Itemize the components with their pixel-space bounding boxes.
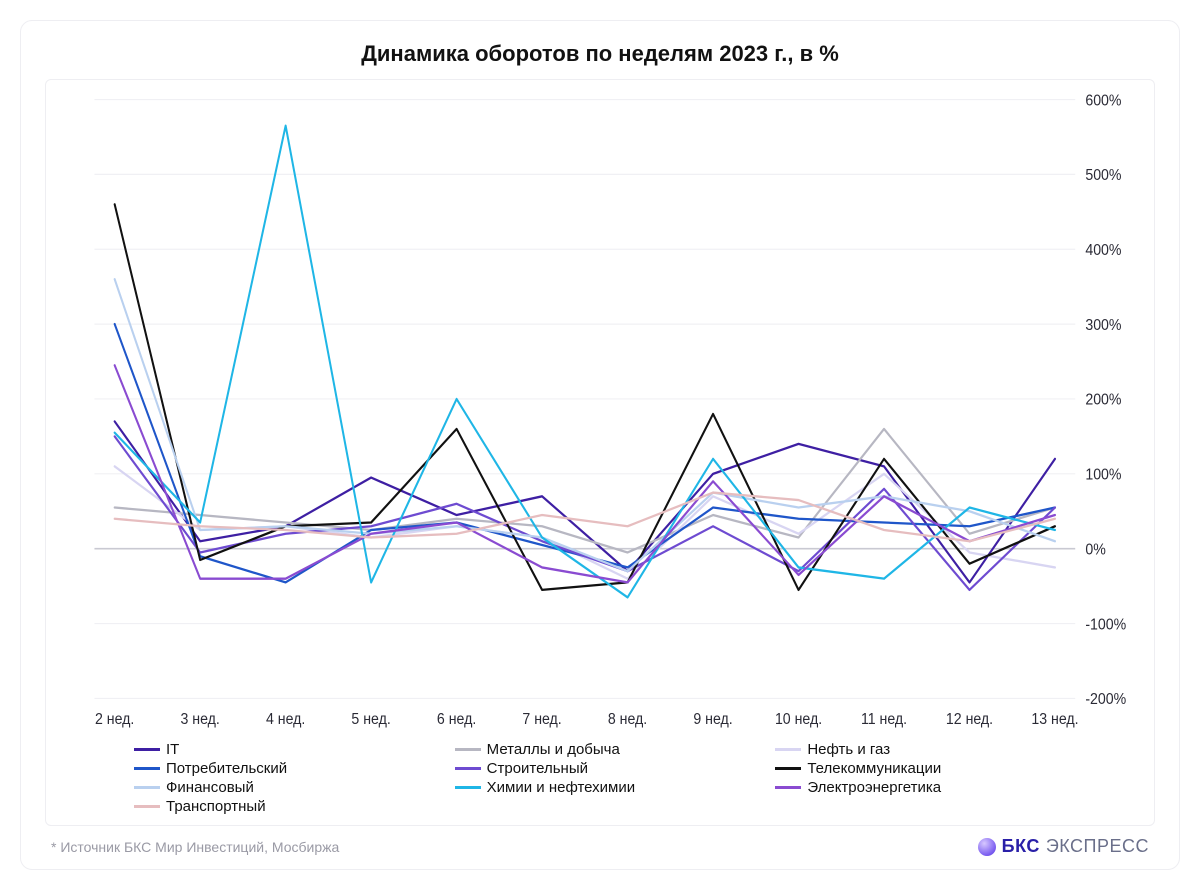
- legend-swatch: [134, 805, 160, 808]
- legend-swatch: [455, 748, 481, 751]
- svg-text:6 нед.: 6 нед.: [437, 710, 476, 728]
- svg-text:8 нед.: 8 нед.: [608, 710, 647, 728]
- legend-label: Электроэнергетика: [807, 779, 941, 796]
- legend-swatch: [775, 748, 801, 751]
- chart-area: -200% -100% 0% 100% 200% 300% 400% 500% 600% 2 не…: [54, 88, 1146, 733]
- svg-text:200%: 200%: [1085, 391, 1121, 409]
- legend-item: Потребительский: [134, 760, 445, 777]
- chart-card: Динамика оборотов по неделям 2023 г., в …: [20, 20, 1180, 870]
- series-line: [115, 324, 1055, 582]
- legend-item: Финансовый: [134, 779, 445, 796]
- legend-swatch: [455, 767, 481, 770]
- legend-item: IT: [134, 741, 445, 758]
- legend-label: Нефть и газ: [807, 741, 890, 758]
- legend-label: Потребительский: [166, 760, 287, 777]
- legend-swatch: [134, 786, 160, 789]
- series-line: [115, 466, 1055, 578]
- legend: IT Металлы и добыча Нефть и газ Потребитель…: [54, 733, 1146, 819]
- legend-swatch: [455, 786, 481, 789]
- series-line: [115, 279, 1055, 571]
- chart-title: Динамика оборотов по неделям 2023 г., в …: [45, 41, 1155, 67]
- globe-icon: [978, 838, 996, 856]
- svg-text:300%: 300%: [1085, 316, 1121, 334]
- svg-text:5 нед.: 5 нед.: [351, 710, 390, 728]
- svg-text:13 нед.: 13 нед.: [1031, 710, 1078, 728]
- legend-item: Электроэнергетика: [775, 779, 1086, 796]
- legend-swatch: [134, 767, 160, 770]
- svg-text:0%: 0%: [1085, 541, 1105, 559]
- svg-text:7 нед.: 7 нед.: [522, 710, 561, 728]
- svg-text:4 нед.: 4 нед.: [266, 710, 305, 728]
- footer: * Источник БКС Мир Инвестиций, Мосбиржа …: [45, 826, 1155, 857]
- legend-item: Металлы и добыча: [455, 741, 766, 758]
- legend-label: Телекоммуникации: [807, 760, 941, 777]
- svg-text:-100%: -100%: [1085, 616, 1126, 634]
- legend-label: Химии и нефтехимии: [487, 779, 635, 796]
- legend-label: Транспортный: [166, 798, 266, 815]
- svg-text:600%: 600%: [1085, 91, 1121, 109]
- svg-text:11 нед.: 11 нед.: [861, 710, 907, 728]
- legend-label: Металлы и добыча: [487, 741, 620, 758]
- brand-express: ЭКСПРЕСС: [1046, 836, 1149, 857]
- svg-text:-200%: -200%: [1085, 690, 1126, 708]
- legend-swatch: [775, 786, 801, 789]
- svg-text:2 нед.: 2 нед.: [95, 710, 134, 728]
- svg-text:500%: 500%: [1085, 166, 1121, 184]
- legend-item: Химии и нефтехимии: [455, 779, 766, 796]
- brand-logo: БКС ЭКСПРЕСС: [978, 836, 1149, 857]
- legend-swatch: [775, 767, 801, 770]
- source-note: * Источник БКС Мир Инвестиций, Мосбиржа: [51, 839, 339, 855]
- legend-item: Нефть и газ: [775, 741, 1086, 758]
- legend-item: Транспортный: [134, 798, 445, 815]
- legend-label: Строительный: [487, 760, 588, 777]
- plot-container: -200% -100% 0% 100% 200% 300% 400% 500% 600% 2 не…: [45, 79, 1155, 826]
- legend-label: IT: [166, 741, 179, 758]
- legend-label: Финансовый: [166, 779, 254, 796]
- svg-text:400%: 400%: [1085, 241, 1121, 259]
- line-chart-svg: -200% -100% 0% 100% 200% 300% 400% 500% 600% 2 не…: [54, 88, 1146, 733]
- legend-swatch: [134, 748, 160, 751]
- brand-bks: БКС: [1002, 836, 1040, 857]
- legend-item: Строительный: [455, 760, 766, 777]
- svg-text:3 нед.: 3 нед.: [180, 710, 219, 728]
- svg-text:100%: 100%: [1085, 466, 1121, 484]
- svg-text:9 нед.: 9 нед.: [693, 710, 732, 728]
- svg-text:10 нед.: 10 нед.: [775, 710, 822, 728]
- svg-text:12 нед.: 12 нед.: [946, 710, 993, 728]
- legend-item: Телекоммуникации: [775, 760, 1086, 777]
